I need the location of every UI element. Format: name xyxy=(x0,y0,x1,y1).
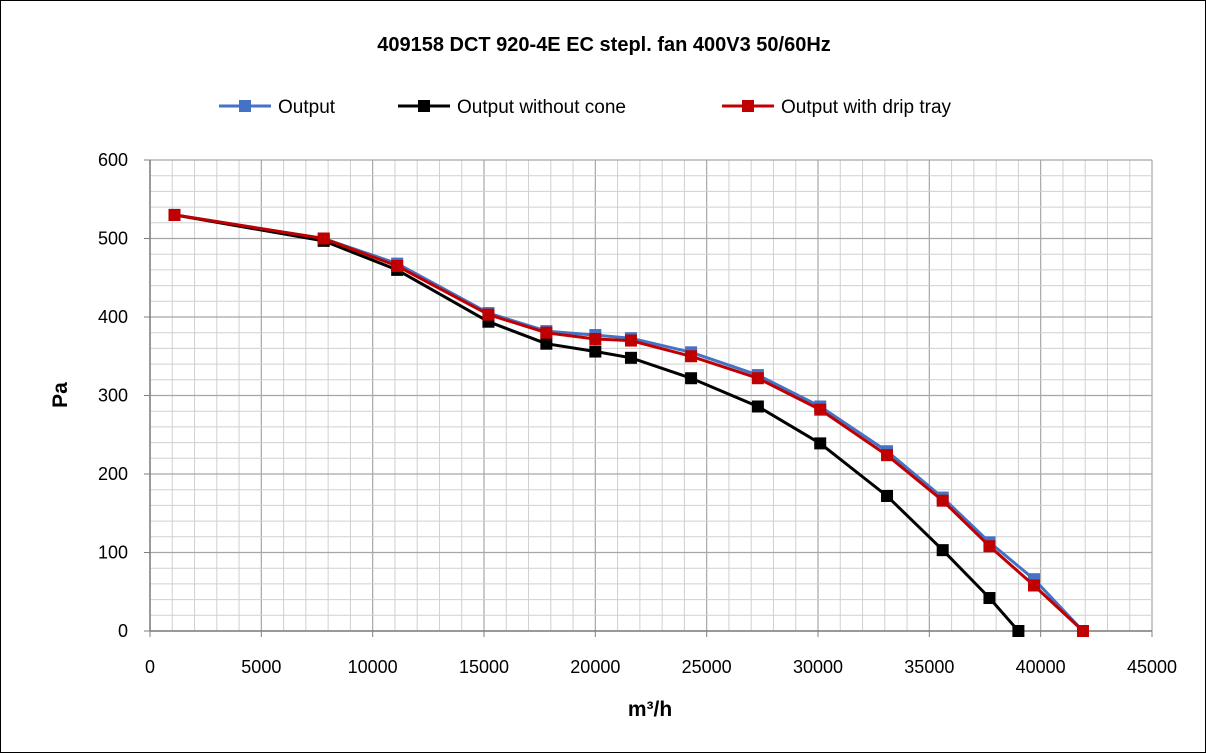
data-point-output-without-cone xyxy=(936,544,949,557)
legend-item-output-without-cone: Output without cone xyxy=(398,97,626,118)
data-point-output-with-drip-tray xyxy=(1076,625,1089,637)
tick-labels: 0 5000 10000 15000 20000 25000 30000 35000 40000… xyxy=(98,150,1177,677)
series-output-without-cone xyxy=(168,208,1025,637)
data-point-output-with-drip-tray xyxy=(983,540,996,553)
data-point-output-without-cone xyxy=(814,437,827,450)
x-tick-label: 30000 xyxy=(793,657,843,677)
x-tick-label: 0 xyxy=(145,657,155,677)
legend-marker xyxy=(418,100,430,112)
x-tick-label: 5000 xyxy=(241,657,281,677)
legend-label: Output with drip tray xyxy=(781,97,952,118)
chart-series xyxy=(168,208,1089,637)
data-point-output-without-cone xyxy=(685,372,698,385)
x-tick-label: 25000 xyxy=(682,657,732,677)
legend-item-output-with-drip-tray: Output with drip tray xyxy=(722,97,952,118)
data-point-output-with-drip-tray xyxy=(1027,579,1040,592)
y-tick-label: 500 xyxy=(98,229,128,249)
chart-grid xyxy=(149,159,1153,632)
data-point-output-with-drip-tray xyxy=(482,308,495,321)
chart-legend: Output Output without cone Output with dri… xyxy=(219,97,952,118)
chart-title: 409158 DCT 920-4E EC stepl. fan 400V3 50… xyxy=(377,34,831,56)
y-axis-title: Pa xyxy=(49,382,72,408)
data-point-output-with-drip-tray xyxy=(540,326,553,339)
chart-axes xyxy=(144,159,1153,637)
data-point-output-with-drip-tray xyxy=(881,449,894,462)
x-tick-label: 20000 xyxy=(570,657,620,677)
data-point-output-with-drip-tray xyxy=(814,403,827,416)
data-point-output-without-cone xyxy=(589,345,602,358)
data-point-output-with-drip-tray xyxy=(624,334,637,347)
data-point-output-without-cone xyxy=(540,337,553,350)
x-tick-label: 35000 xyxy=(904,657,954,677)
data-point-output-with-drip-tray xyxy=(589,332,602,345)
x-tick-label: 40000 xyxy=(1016,657,1066,677)
data-point-output-without-cone xyxy=(1012,625,1025,637)
y-tick-label: 0 xyxy=(118,621,128,641)
legend-label: Output without cone xyxy=(457,97,626,118)
x-tick-label: 45000 xyxy=(1127,657,1177,677)
x-axis-title: m³/h xyxy=(628,698,672,721)
data-point-output-with-drip-tray xyxy=(168,208,181,221)
legend-marker xyxy=(239,100,251,112)
series-output-with-drip-tray xyxy=(168,208,1089,637)
data-point-output-with-drip-tray xyxy=(685,350,698,363)
y-tick-label: 600 xyxy=(98,150,128,170)
y-tick-label: 300 xyxy=(98,386,128,406)
x-tick-label: 10000 xyxy=(348,657,398,677)
data-point-output-without-cone xyxy=(983,592,996,605)
legend-marker xyxy=(742,100,754,112)
x-tick-label: 15000 xyxy=(459,657,509,677)
data-point-output-with-drip-tray xyxy=(936,494,949,507)
y-tick-label: 200 xyxy=(98,464,128,484)
data-point-output-without-cone xyxy=(881,489,894,502)
y-tick-label: 400 xyxy=(98,307,128,327)
data-point-output-with-drip-tray xyxy=(751,372,764,385)
data-point-output-with-drip-tray xyxy=(317,232,330,245)
legend-item-output: Output xyxy=(219,97,336,118)
data-point-output-without-cone xyxy=(624,351,637,364)
series-line-output-without-cone xyxy=(174,213,1020,632)
data-point-output-with-drip-tray xyxy=(391,259,404,272)
y-tick-label: 100 xyxy=(98,543,128,563)
legend-label: Output xyxy=(278,97,336,118)
data-point-output-without-cone xyxy=(751,400,764,413)
series-output xyxy=(168,208,1089,637)
